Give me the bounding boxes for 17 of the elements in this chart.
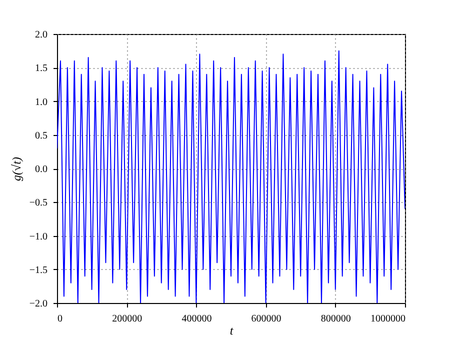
y-tick-label: 1.5 [35,63,48,74]
x-axis-title: t [230,324,234,338]
x-tick-label: 0 [58,314,62,324]
x-tick-label: 1000000 [370,314,406,324]
y-tick-label: −1.5 [29,264,48,276]
y-tick-label: 1.0 [35,96,48,108]
y-tick-label: 0.5 [35,130,48,142]
y-tick-label: −0.5 [29,198,48,209]
x-tick-label: 600000 [251,314,282,324]
y-tick-label: −1.0 [29,231,48,242]
y-tick-label: 2.0 [35,30,48,40]
y-tick-label: −2.0 [29,298,48,310]
x-tick-label: 200000 [112,314,142,324]
y-tick-label: 0.0 [35,164,48,175]
y-axis-title: g(√t) [9,157,24,181]
x-tick-label: 800000 [320,314,351,324]
x-tick-label: 400000 [182,314,212,324]
